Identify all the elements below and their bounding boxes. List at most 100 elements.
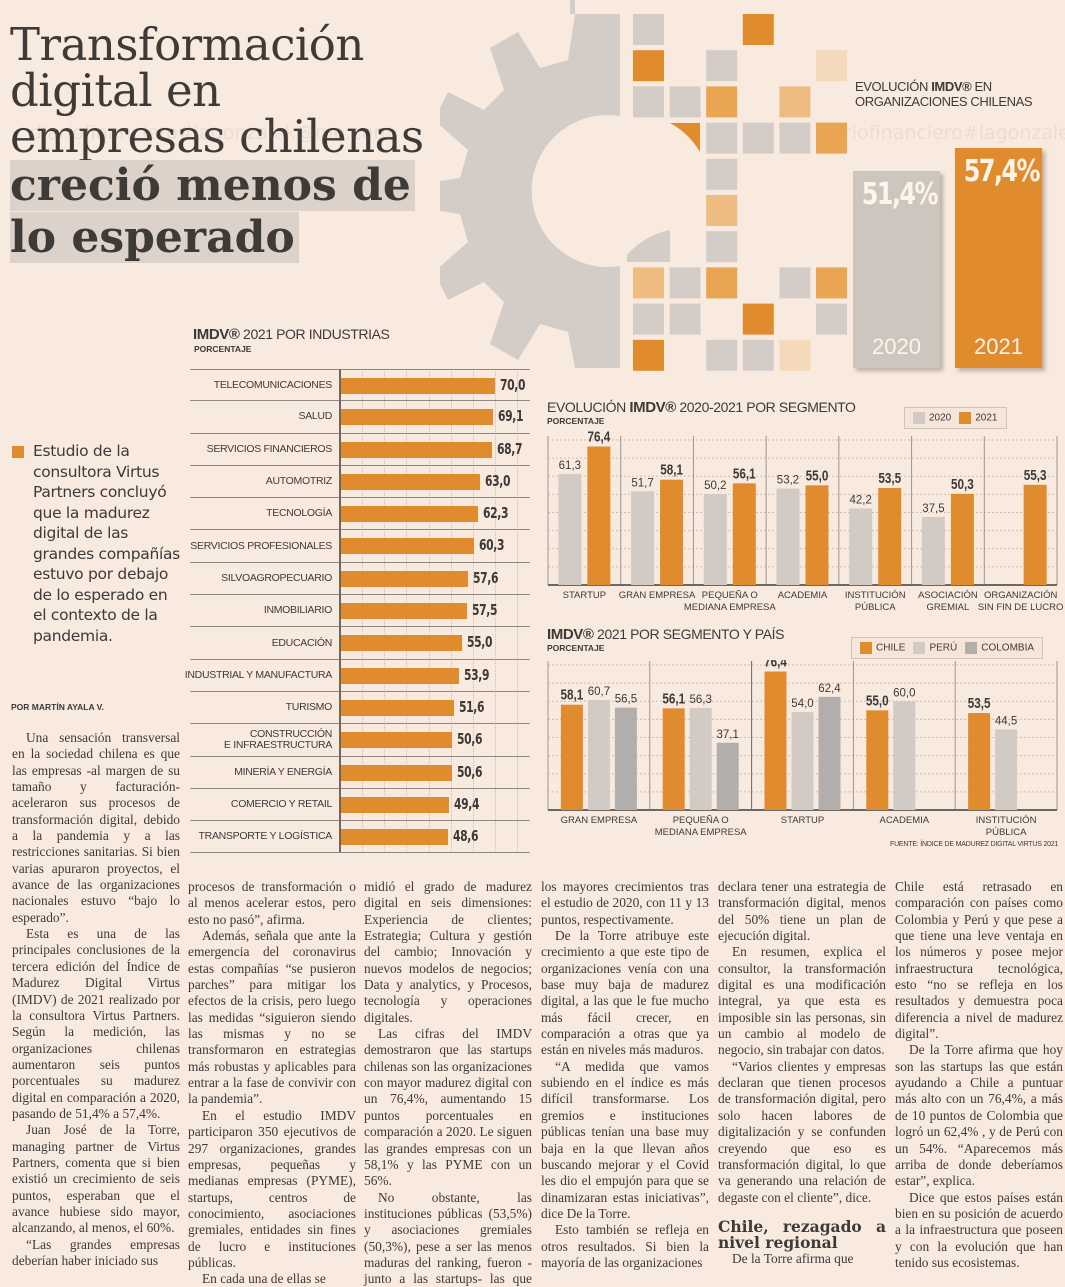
data-label: 60,7 [588, 686, 610, 698]
industry-bar [340, 667, 460, 684]
subheading: Chile, rezagado a nivel regional [718, 1216, 886, 1252]
category-label: MEDIANA EMPRESA [655, 827, 748, 838]
industry-label: INDUSTRIAL Y MANUFACTURA [184, 668, 333, 681]
article-paragraph: En el estudio IMDV participaron 350 ejec… [188, 1107, 356, 1270]
industry-bar [340, 570, 468, 587]
evolution-year: 2020 [872, 333, 921, 359]
evolution-bar-2020: 51,4% 2020 [853, 170, 940, 368]
bar-colombia [818, 696, 841, 810]
pixel-square [706, 231, 738, 263]
industry-label: SALUD [298, 410, 332, 423]
pixel-square [706, 195, 738, 226]
pixel-square [633, 14, 664, 45]
bar-colombia [716, 742, 739, 810]
industry-value: 51,6 [459, 697, 485, 716]
industry-label: AUTOMOTRIZ [265, 475, 333, 488]
article-paragraph: Esta es una de las principales conclusio… [12, 926, 180, 1121]
article-paragraph: Además, señala que ante la emergencia de… [188, 928, 356, 1107]
pixel-square [669, 86, 701, 118]
grid-line [472, 369, 474, 852]
bar-2021 [732, 483, 756, 585]
source-note: FUENTE: ÍNDICE DE MADUREZ DIGITAL VIRTUS… [890, 841, 1059, 848]
watermark: diariofinanciero#lagonzalek@me.com [30, 122, 392, 144]
article-column-5: declara tener una estrategia de transfor… [718, 879, 886, 1267]
pixel-square [706, 158, 738, 190]
category-label: ACADEMIA [879, 815, 929, 826]
industry-value: 50,6 [457, 730, 483, 749]
data-label: 56,5 [615, 694, 637, 706]
data-label: 53,5 [878, 470, 901, 487]
industries-chart: TELECOMUNICACIONES 70,0 SALUD 69,1 SERVICIOS… [185, 369, 530, 854]
article-paragraph: Juan José de la Torre, managing partner … [12, 1122, 180, 1236]
industry-label: TRANSPORTE Y LOGÍSTICA [198, 830, 333, 843]
legend-item-2021: 2021 [959, 412, 998, 424]
pixel-square [633, 339, 664, 371]
article-column-4: los mayores crecimientos tras el estudio… [541, 879, 709, 1271]
data-label: 62,4 [818, 683, 841, 695]
headline-highlight: lo esperado [10, 212, 299, 263]
industry-value: 68,7 [497, 439, 523, 458]
category-label: INSTITUCIÓN [845, 590, 906, 601]
headline: Transformación digital en empresas chile… [10, 22, 470, 264]
pixel-square [669, 303, 701, 335]
country-chart-title: IMDV® 2021 POR SEGMENTO Y PAÍS [547, 626, 785, 643]
article-column-2: procesos de transformación o al menos ac… [188, 879, 356, 1287]
industry-row: TELECOMUNICACIONES 70,0 [190, 369, 530, 402]
industry-value: 57,5 [472, 601, 498, 620]
category-label: ACADEMIA [778, 590, 828, 601]
industry-label: TELECOMUNICACIONES [213, 378, 333, 391]
deck: Estudio de la consultora Virtus Partners… [12, 441, 182, 646]
data-label: 58,1 [660, 461, 683, 478]
country-chart-subtitle: PORCENTAJE [547, 643, 605, 653]
category-label: STARTUP [781, 815, 824, 826]
industries-chart-subtitle: PORCENTAJE [194, 344, 252, 354]
bar-colombia [614, 707, 637, 810]
industry-bar [340, 506, 478, 523]
data-label: 60,0 [893, 687, 915, 699]
data-label: 56,1 [662, 690, 685, 707]
pixel-square [742, 303, 774, 335]
article-paragraph: En resumen, explica el consultor, la tra… [718, 944, 886, 1058]
pixel-square [633, 303, 664, 335]
article-column-3: midió el grado de madurez digital en sei… [364, 879, 532, 1287]
article-paragraph: No obstante, las instituciones públicas … [364, 1189, 532, 1287]
industry-label: SERVICIOS PROFESIONALES [190, 539, 332, 552]
article-paragraph: declara tener una estrategia de transfor… [718, 879, 886, 944]
category-label: PÚBLICA [986, 827, 1027, 838]
industries-axis [339, 369, 341, 852]
industry-value: 48,6 [452, 827, 479, 846]
pixel-square [706, 50, 738, 82]
article-paragraph: Chile está retrasado en comparación con … [895, 879, 1063, 1042]
pixel-square [816, 303, 847, 335]
grid-line [495, 369, 496, 852]
data-label: 37,5 [922, 503, 944, 515]
industry-bar [340, 635, 462, 652]
article-paragraph: De la Torre atribuye este crecimiento a … [541, 928, 709, 1058]
industry-bar [340, 409, 493, 426]
article-column-1: Una sensación transversal en la sociedad… [12, 730, 180, 1269]
industry-bar [340, 796, 450, 813]
article-paragraph: “Las grandes empresas deberían haber ini… [12, 1236, 180, 1268]
bar-perú [995, 729, 1018, 810]
article-paragraph: En cada una de ellas se [202, 1271, 326, 1287]
evolution-year: 2021 [974, 334, 1023, 359]
pixel-square [816, 122, 847, 154]
data-label: 53,2 [777, 475, 799, 487]
industry-row: COMERCIO Y RETAIL 49,4 [190, 789, 530, 822]
article-paragraph: los mayores crecimientos tras el estudio… [541, 879, 709, 927]
industry-bar [340, 473, 480, 490]
industry-label: MINERÍA Y ENERGÍA [234, 765, 332, 778]
headline-line: digital en [10, 64, 221, 117]
bar-2020 [921, 517, 945, 585]
pixel-square [742, 339, 774, 371]
pixel-square [706, 122, 738, 154]
legend-swatch [965, 642, 978, 654]
data-label: 37,1 [717, 729, 739, 741]
evolution-value: 51,4% [861, 176, 939, 212]
watermark: diariofinanciero#lagonzalek@me.com [815, 122, 1065, 144]
byline: POR MARTÍN AYALA V. [11, 702, 104, 712]
data-label: 55,0 [806, 467, 829, 484]
industry-row: EDUCACIÓN 55,0 [190, 627, 530, 660]
article-paragraph: procesos de transformación o al menos ac… [188, 879, 356, 927]
industry-label: TECNOLOGÍA [266, 507, 332, 520]
